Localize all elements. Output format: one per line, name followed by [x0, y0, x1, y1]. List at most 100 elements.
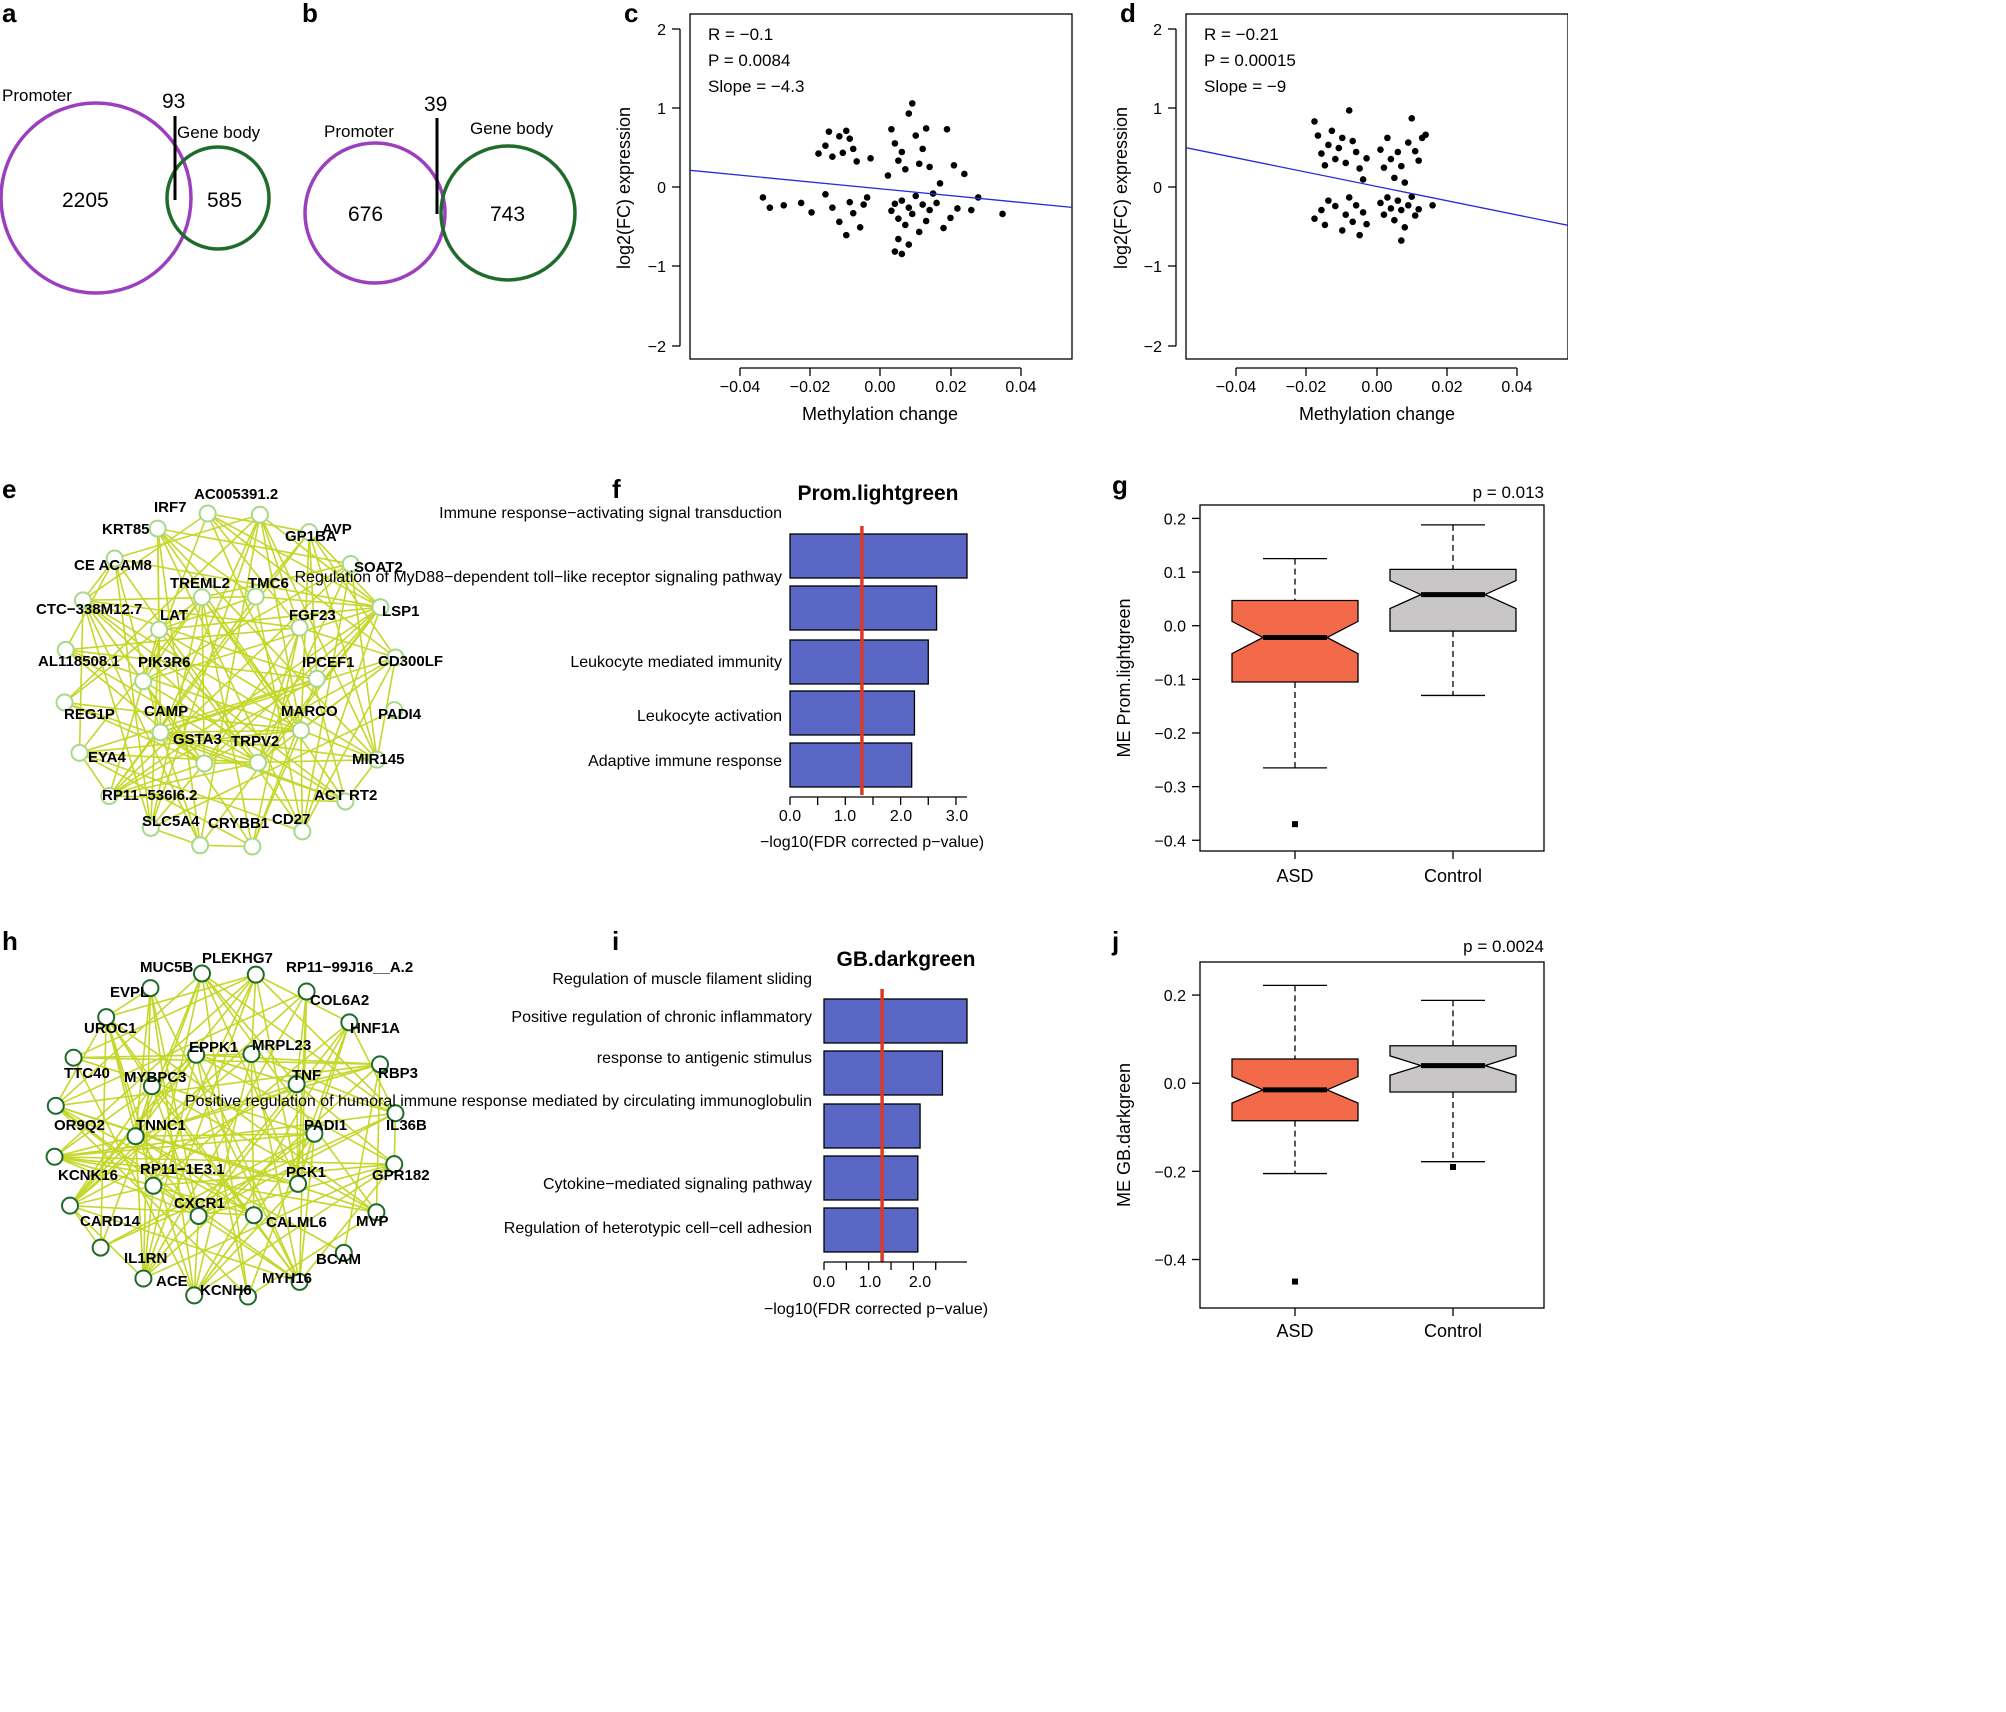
gene-label: KCNK16 [58, 1167, 118, 1184]
gene-label: REG1P [64, 706, 115, 723]
panel-label-j: j [1111, 926, 1119, 956]
network-node [244, 1206, 263, 1225]
network-edge [54, 1135, 136, 1158]
y-tick-label: 0.1 [1164, 565, 1186, 582]
data-point [1415, 205, 1422, 213]
venn-label-gene-body: Gene body [177, 123, 261, 142]
data-point [961, 170, 968, 178]
panel-c: c R = −0.1 P = 0.0084 Slope = −4.3 2 1 0… [614, 0, 1073, 424]
network-edge [79, 677, 318, 754]
network-edge [54, 1133, 315, 1158]
data-point [1321, 162, 1329, 169]
data-point [947, 214, 954, 222]
network-edge [82, 599, 259, 764]
gene-label: RP11−99J16__A.2 [286, 959, 413, 976]
network-edge [54, 1054, 197, 1158]
data-point [1318, 150, 1325, 157]
gene-label: IPCEF1 [302, 654, 355, 671]
network-edge [151, 1085, 377, 1214]
gene-label: SLC5A4 [142, 813, 200, 830]
gene-label: CE ACAM8 [74, 557, 152, 574]
y-tick-label: −1 [1144, 259, 1162, 276]
data-point [836, 133, 843, 140]
gene-label: MIR145 [352, 751, 405, 768]
panel-a: a Promoter Gene body 93 2205 585 [0, 0, 271, 295]
network-edge [195, 1053, 297, 1085]
plot-frame [1199, 504, 1545, 852]
data-point [919, 201, 926, 208]
x-ticks [789, 797, 957, 805]
network-node [289, 1174, 308, 1193]
network-edge [55, 1105, 200, 1217]
data-point [808, 209, 815, 216]
y-tick-label: −2 [1144, 339, 1162, 356]
x-tick-label: 0.00 [1361, 379, 1392, 396]
boxplots [1231, 524, 1517, 828]
network-edge [100, 1133, 315, 1249]
data-point [1384, 134, 1391, 142]
figure: a Promoter Gene body 93 2205 585 b Promo… [0, 0, 1568, 1340]
x-tick-label: 0.0 [813, 1274, 835, 1291]
gene-label: TRPV2 [231, 733, 279, 750]
network-edge [99, 973, 203, 1248]
network-node [287, 1075, 306, 1094]
network-edge [201, 597, 206, 764]
gene-label: TNNC1 [136, 1117, 186, 1134]
data-point [915, 160, 923, 168]
network-edge [114, 557, 381, 608]
gene-label: KCNH6 [200, 1282, 252, 1299]
data-point [967, 206, 975, 214]
gene-label: AVP [322, 521, 352, 538]
bars [789, 533, 968, 788]
network-edge [82, 512, 209, 601]
network-edge [109, 761, 259, 797]
y-tick-label: −0.2 [1154, 726, 1186, 743]
network-node [151, 723, 170, 742]
gene-label: GPR182 [372, 1167, 430, 1184]
network-node [97, 1008, 116, 1027]
data-point [922, 217, 930, 225]
gene-labels: PLEKHG7 RP11−99J16__A.2 COL6A2 HNF1A RBP… [54, 950, 430, 1299]
gene-label: ACE [156, 1273, 188, 1290]
panel-e: e AC005391.2 GP1BA AVP SOAT2 LSP1 CD300L… [2, 474, 443, 856]
bar [789, 690, 916, 736]
network-node [141, 979, 160, 998]
data-point [891, 248, 899, 255]
x-tick-label: 0.02 [935, 379, 966, 396]
term-label: Cytokine−mediated signaling pathway [543, 1176, 812, 1193]
network-edge [79, 752, 253, 848]
network-node [189, 1206, 208, 1225]
data-point [888, 207, 895, 215]
network-node [195, 754, 214, 773]
gene-label: IL36B [386, 1117, 427, 1134]
network-edge [69, 990, 308, 1207]
data-point [867, 154, 874, 162]
network-node [305, 1124, 324, 1143]
venn-label-promoter: Promoter [324, 122, 394, 141]
network-edge [134, 1136, 145, 1279]
gene-label: TREML2 [170, 575, 230, 592]
network-edge [296, 1083, 395, 1165]
gene-label: ACT RT2 [314, 787, 377, 804]
data-point [780, 202, 788, 209]
plot-frame [1199, 961, 1545, 1309]
data-point [1404, 202, 1412, 209]
network-edge [349, 563, 378, 760]
network-edge [259, 514, 381, 608]
data-point [888, 125, 895, 133]
network-edge [55, 972, 203, 1107]
venn-circle-gene-body [439, 144, 577, 282]
y-tick-label: 0 [1153, 180, 1162, 197]
network-edge [160, 656, 396, 734]
gene-label: MRPL23 [252, 1037, 311, 1054]
network-edge [134, 988, 152, 1137]
network-edge [108, 678, 318, 797]
venn-right-count: 743 [490, 203, 525, 226]
term-label: Positive regulation of humoral immune re… [185, 1093, 812, 1110]
gene-label: IRF7 [154, 499, 187, 516]
network-node [386, 648, 405, 667]
network-edge [64, 701, 205, 765]
data-point [912, 132, 920, 139]
network-node [91, 1238, 110, 1257]
data-point [759, 194, 767, 201]
